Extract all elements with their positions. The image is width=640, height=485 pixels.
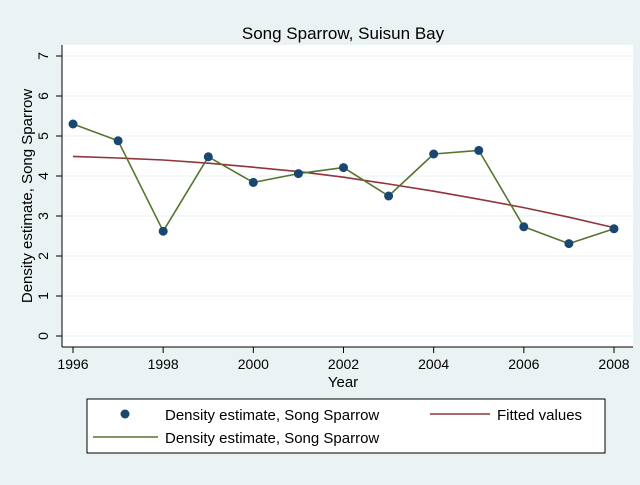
chart-title: Song Sparrow, Suisun Bay <box>242 24 445 43</box>
legend-label-fitted: Fitted values <box>497 407 582 424</box>
data-point-marker <box>203 152 213 162</box>
x-tick-label: 2006 <box>508 356 539 372</box>
legend-marker-symbol <box>120 409 130 419</box>
y-tick-label: 6 <box>35 92 51 100</box>
data-point-marker <box>474 145 484 155</box>
y-tick-label: 0 <box>35 332 51 340</box>
plot-area <box>62 45 633 347</box>
grid-lines <box>62 55 633 337</box>
data-point-marker <box>293 169 303 179</box>
y-tick-label: 4 <box>35 172 51 180</box>
y-tick-label: 1 <box>35 292 51 300</box>
fitted-values-line <box>72 155 615 229</box>
y-tick-label: 5 <box>35 132 51 140</box>
legend: Density estimate, Song Sparrow Fitted va… <box>86 398 606 454</box>
x-tick-label: 2002 <box>328 356 359 372</box>
data-point-marker <box>429 149 439 159</box>
x-ticks: 1996 1998 2000 2002 2004 2006 2008 <box>57 347 630 372</box>
x-tick-label: 2000 <box>238 356 269 372</box>
series <box>68 119 619 249</box>
legend-box <box>86 398 606 454</box>
x-tick-label: 1998 <box>148 356 179 372</box>
y-tick-label: 2 <box>35 252 51 260</box>
data-point-marker <box>384 191 394 201</box>
data-point-marker <box>248 177 258 187</box>
y-tick-label: 3 <box>35 212 51 220</box>
data-point-marker <box>113 136 123 146</box>
x-axis-label: Year <box>328 374 358 391</box>
data-point-marker <box>564 239 574 249</box>
x-tick-label: 1996 <box>57 356 88 372</box>
y-axis-label: Density estimate, Song Sparrow <box>19 89 36 303</box>
legend-label-markers: Density estimate, Song Sparrow <box>165 407 379 424</box>
data-point-marker <box>609 224 619 234</box>
y-ticks: 0 1 2 3 4 5 6 7 <box>35 52 62 340</box>
data-point-marker <box>519 222 529 232</box>
data-point-marker <box>339 163 348 173</box>
legend-label-connected: Density estimate, Song Sparrow <box>165 430 379 447</box>
data-point-marker <box>68 119 78 129</box>
y-tick-label: 7 <box>35 52 51 60</box>
data-point-marker <box>158 226 168 236</box>
axes <box>61 45 633 348</box>
x-tick-label: 2004 <box>418 356 449 372</box>
x-tick-label: 2008 <box>598 356 629 372</box>
